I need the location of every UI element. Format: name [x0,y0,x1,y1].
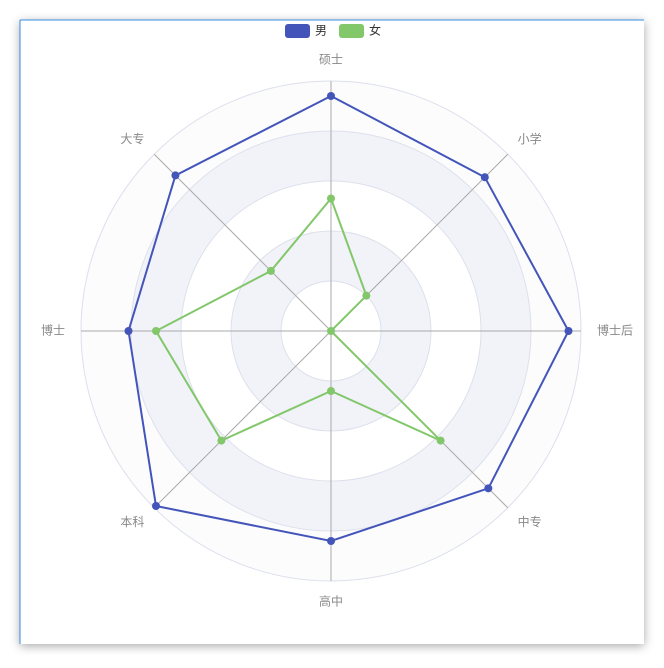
data-point [217,436,226,445]
legend-swatch[interactable] [285,24,310,38]
plot [124,92,573,545]
data-point [484,484,493,493]
data-point [564,327,573,335]
indicator-label: 小学 [518,131,542,146]
legend-label[interactable]: 女 [369,23,381,38]
data-point [327,92,335,100]
indicator-label: 本科 [120,515,144,529]
data-point [362,291,371,300]
data-point [151,502,160,511]
data-point [124,327,133,335]
data-point [152,327,160,335]
indicator-label: 博士 [41,323,65,338]
axis-line [153,330,332,509]
indicator-label: 硕士 [319,53,343,67]
indicator-label: 博士后 [597,323,633,338]
legend-label[interactable]: 男 [315,24,327,38]
indicator-label: 高中 [319,594,343,609]
data-point [327,387,335,395]
data-point [436,436,445,445]
data-point [327,194,335,203]
data-point [171,171,180,180]
data-point [327,327,335,335]
legend: 男女 [285,23,381,38]
data-point [327,537,335,545]
indicator-label: 大专 [120,131,144,146]
axis-line [153,153,332,332]
legend-swatch[interactable] [339,24,365,38]
data-point [480,173,489,182]
indicator-label: 中专 [518,514,542,529]
data-point [266,266,275,275]
